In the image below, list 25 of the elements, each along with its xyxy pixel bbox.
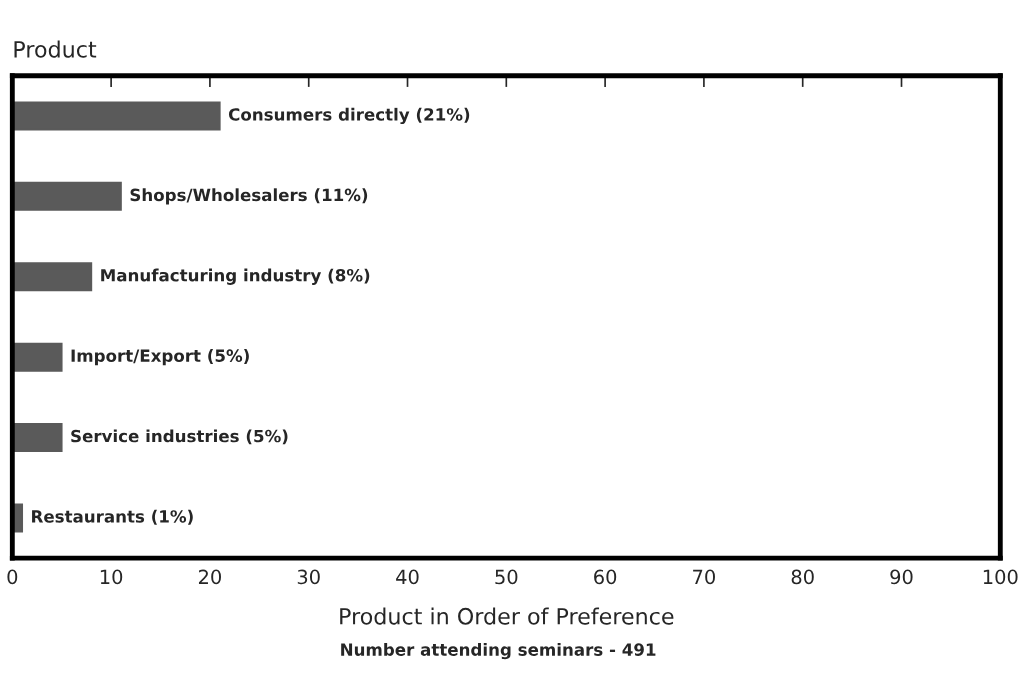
data-label: Service industries (5%) [71, 429, 288, 445]
data-label: Import/Export (5%) [71, 349, 249, 366]
x-tick-label: 10 [100, 569, 123, 585]
x-tick-label: 100 [983, 569, 1018, 585]
x-tick-label: 60 [594, 569, 617, 585]
x-tick-label: 50 [495, 569, 518, 585]
data-label: Manufacturing industry (8%) [101, 268, 370, 285]
bar [12, 342, 63, 372]
data-label: Consumers directly (21%) [228, 107, 470, 125]
x-tick-label: 30 [297, 569, 320, 585]
bar [12, 101, 221, 131]
bar [12, 423, 63, 453]
bar [12, 262, 93, 292]
data-label: Restaurants (1%) [32, 509, 193, 525]
x-tick-label: 90 [890, 569, 913, 585]
x-axis-title: Product in Order of Preference [340, 607, 674, 625]
x-tick-label: 70 [693, 569, 715, 585]
x-tick-label: 40 [396, 569, 419, 585]
y-axis-title: Product [14, 40, 97, 58]
x-tick-label: 0 [7, 569, 18, 585]
x-tick-label: 80 [791, 569, 814, 585]
text: Number attending seminars - 491 [341, 642, 656, 660]
x-tick-label: 20 [198, 569, 221, 585]
bar [12, 181, 122, 211]
data-label: Shops/Wholesalers (11%) [130, 188, 368, 205]
